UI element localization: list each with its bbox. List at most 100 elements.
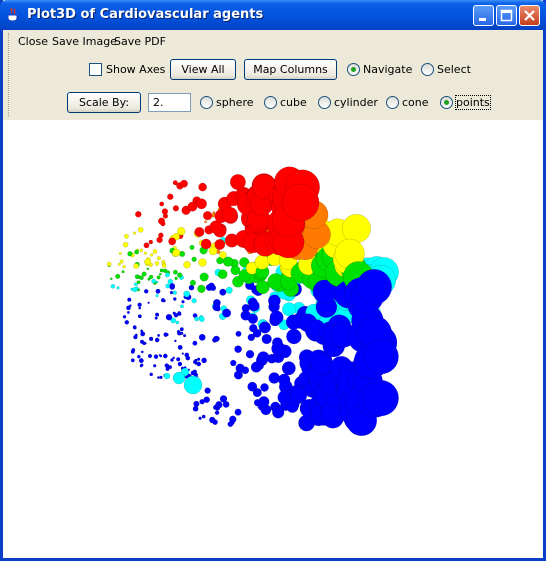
scale-input[interactable]: 2. [148,93,191,112]
plot3d-canvas[interactable] [3,120,543,558]
plot-point [154,316,158,320]
plot-point [170,358,174,362]
plot-point [222,256,234,267]
plot-point [245,349,255,359]
view-all-button[interactable]: View All [170,59,236,80]
show-axes-label[interactable]: Show Axes [106,63,166,76]
scale-by-button[interactable]: Scale By: [67,92,141,113]
plot-point [154,261,160,266]
cone-radio[interactable] [386,96,399,109]
plot-point [134,249,140,255]
plot-point [199,272,209,282]
java-cup-icon [7,7,19,22]
plot-point [122,314,127,319]
plot-point [149,253,154,257]
plot-point [257,351,270,364]
select-label[interactable]: Select [437,63,471,76]
plot-point [214,410,220,416]
plot-point [148,239,154,245]
plot-point [252,388,262,398]
plot-point [126,310,130,314]
cube-radio[interactable] [264,96,277,109]
plot-point [163,332,169,337]
plot-point [173,312,179,318]
plot-point [127,251,133,257]
plot-point [214,238,226,250]
maximize-button[interactable] [496,5,517,26]
plot-point [147,353,153,359]
cone-label[interactable]: cone [402,96,429,109]
plot-point [148,274,154,280]
navigate-radio[interactable] [347,63,360,76]
plot-point [179,304,184,309]
plot-point [164,363,170,368]
points-radio[interactable] [440,96,453,109]
plot-point [191,256,197,262]
plot-point [271,341,286,356]
plot-point [172,290,177,295]
plot-point [230,265,241,276]
plot-point [235,363,245,373]
plot-point [119,259,124,264]
plot-point [193,400,200,408]
plot-point [248,300,260,312]
plot-point [122,241,129,248]
plot-point [140,350,144,354]
navigate-label[interactable]: Navigate [363,63,413,76]
plot-point [159,201,165,207]
minimize-button[interactable] [473,5,494,26]
plot-point [183,290,191,298]
points-label[interactable]: points [455,95,491,110]
sphere-radio[interactable] [200,96,213,109]
menu-save-image[interactable]: Save Image [52,35,117,48]
select-radio[interactable] [421,63,434,76]
plot-point [204,387,211,394]
plot-point [154,312,160,317]
plot-point [162,268,168,273]
plot-point [167,193,174,200]
map-columns-button[interactable]: Map Columns [244,59,337,80]
plot-point [116,286,120,290]
plot-point [143,242,150,249]
plot-point [269,310,284,325]
plot-point [130,358,135,363]
plot-point [137,314,142,319]
plot-point [151,278,156,284]
close-button[interactable] [519,5,540,26]
plot-point [187,201,198,212]
menu-save-pdf[interactable]: Save PDF [114,35,166,48]
plot-point [132,325,137,330]
cylinder-label[interactable]: cylinder [334,96,378,109]
plot-point [194,226,205,238]
plot-point [159,354,163,358]
toolbar-grip[interactable] [8,33,11,117]
plot-point [281,361,296,376]
show-axes-checkbox[interactable] [89,63,102,76]
plot-point [254,254,270,270]
sphere-label[interactable]: sphere [216,96,254,109]
plot-point [179,327,184,332]
scatter-3d-plot[interactable] [3,120,543,558]
controls-row-1: Show Axes View All Map Columns Navigate … [3,57,543,81]
title-bar[interactable]: Plot3D of Cardiovascular agents [0,0,546,30]
plot-point [177,344,183,350]
plot-point [189,279,196,286]
plot-point [172,232,180,241]
plot-point [165,313,173,321]
menu-close[interactable]: Close [18,35,48,48]
plot-point [161,263,167,268]
cube-label[interactable]: cube [280,96,307,109]
plot-point [136,354,141,359]
plot-point [230,359,237,367]
plot-point [172,205,180,212]
plot-point [225,286,233,294]
plot-point [229,415,237,424]
plot-point [123,233,129,239]
plot-point [240,310,251,321]
plot-point [154,337,160,343]
plot-point [203,396,211,404]
plot-point [177,361,183,367]
plot-point [175,320,180,325]
cylinder-radio[interactable] [318,96,331,109]
plot-point [239,257,250,268]
